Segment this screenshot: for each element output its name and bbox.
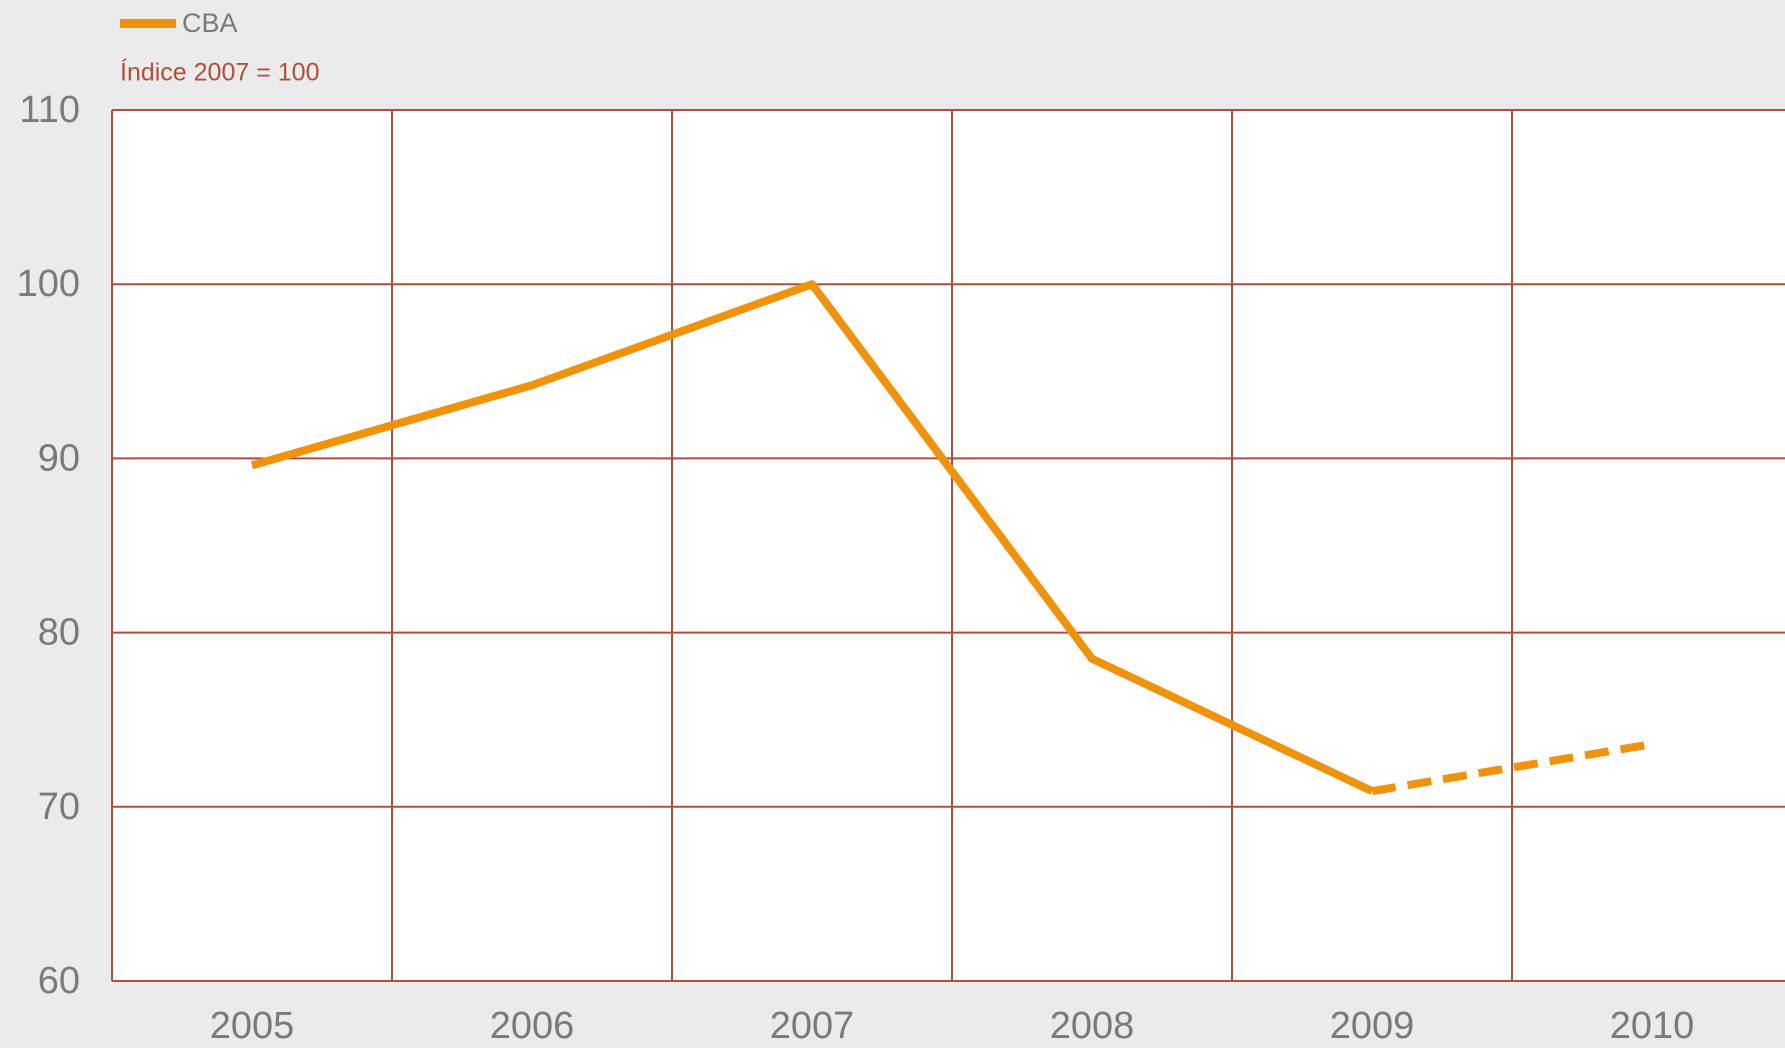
x-tick-label: 2010 bbox=[1610, 1005, 1695, 1047]
x-tick-label: 2008 bbox=[1050, 1005, 1135, 1047]
x-tick-label: 2009 bbox=[1330, 1005, 1415, 1047]
y-tick-label: 100 bbox=[17, 263, 80, 305]
y-tick-label: 60 bbox=[38, 960, 80, 1002]
y-tick-label: 70 bbox=[38, 786, 80, 828]
x-tick-label: 2006 bbox=[490, 1005, 575, 1047]
y-tick-label: 80 bbox=[38, 612, 80, 654]
plot-area bbox=[112, 110, 1785, 981]
line-dashed bbox=[1371, 740, 1653, 796]
x-tick-label: 2007 bbox=[770, 1005, 855, 1047]
x-tick-label: 2005 bbox=[210, 1005, 295, 1047]
y-tick-label: 90 bbox=[38, 437, 80, 479]
legend-label: CBA bbox=[182, 8, 238, 38]
chart-subtitle: Índice 2007 = 100 bbox=[120, 58, 319, 87]
line bbox=[250, 280, 1374, 795]
y-tick-label: 110 bbox=[19, 89, 80, 131]
legend-swatch bbox=[120, 19, 176, 28]
